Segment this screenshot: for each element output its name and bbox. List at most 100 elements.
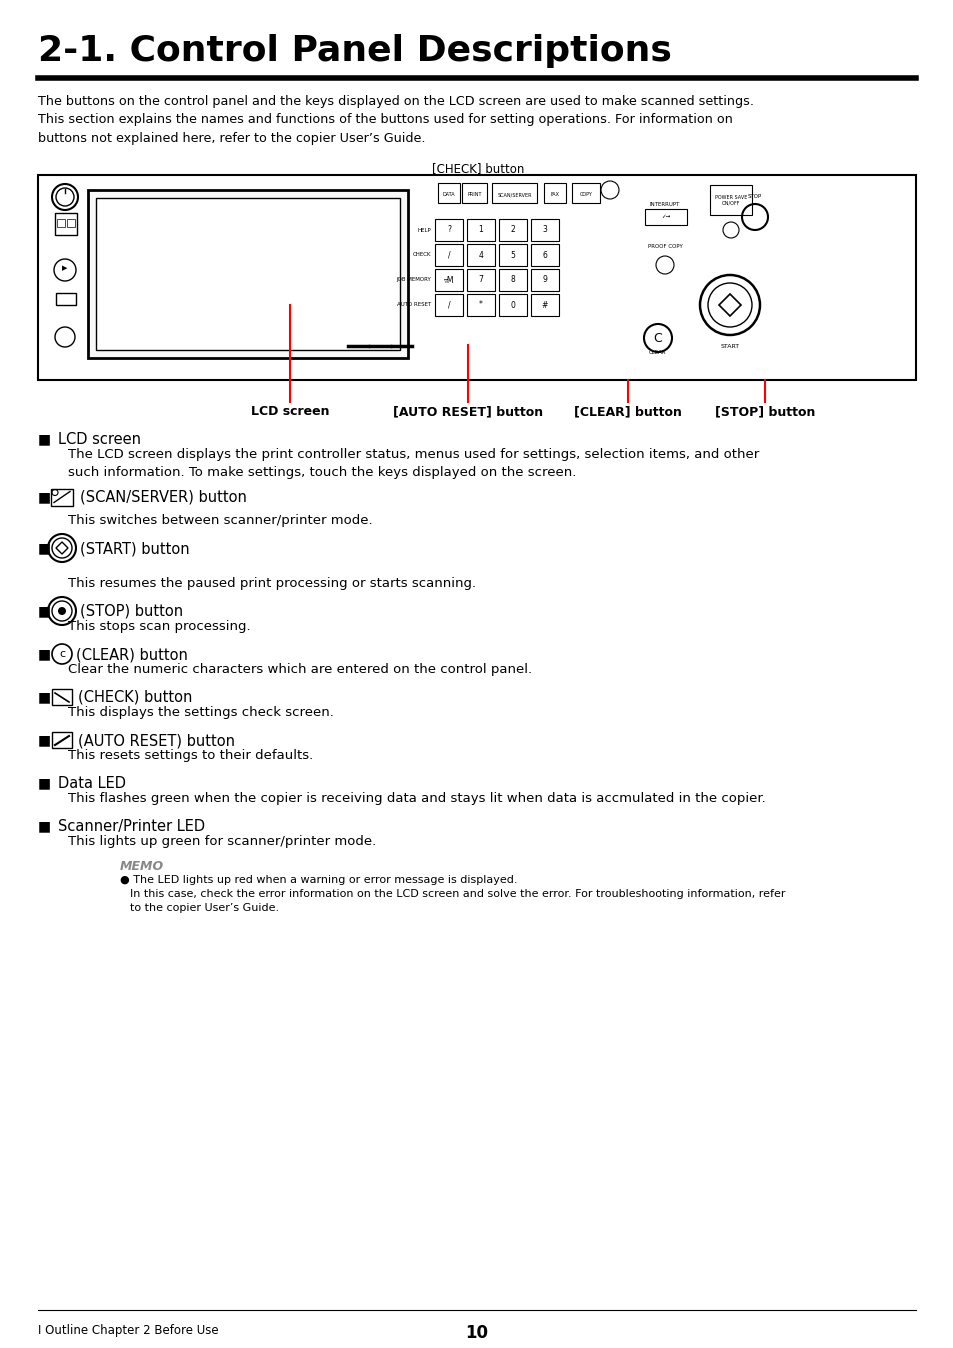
Text: This flashes green when the copier is receiving data and stays lit when data is : This flashes green when the copier is re… <box>68 793 765 805</box>
Text: 2: 2 <box>510 225 515 235</box>
Bar <box>55 213 77 235</box>
Text: ■: ■ <box>38 604 51 617</box>
Text: Data LED: Data LED <box>58 776 126 791</box>
Text: ■: ■ <box>38 690 51 704</box>
Bar <box>67 218 75 226</box>
Bar <box>531 244 558 266</box>
Text: COPY: COPY <box>579 193 592 198</box>
Text: ■: ■ <box>38 431 51 446</box>
Text: STOP: STOP <box>747 194 761 200</box>
Text: ■: ■ <box>38 541 51 555</box>
Text: (STOP) button: (STOP) button <box>80 604 183 619</box>
Text: This resumes the paused print processing or starts scanning.: This resumes the paused print processing… <box>68 577 476 590</box>
Bar <box>57 218 65 226</box>
Text: *: * <box>478 301 482 310</box>
Text: This resets settings to their defaults.: This resets settings to their defaults. <box>68 749 313 762</box>
Text: /: / <box>447 301 450 310</box>
Bar <box>498 270 526 291</box>
Circle shape <box>58 607 66 615</box>
Bar <box>498 218 526 241</box>
Text: SCAN/SERVER: SCAN/SERVER <box>497 193 531 198</box>
Bar <box>435 270 462 291</box>
Text: 7: 7 <box>478 275 483 284</box>
Text: (SCAN/SERVER) button: (SCAN/SERVER) button <box>80 491 247 506</box>
Text: This lights up green for scanner/printer mode.: This lights up green for scanner/printer… <box>68 834 375 848</box>
Text: 10: 10 <box>465 1324 488 1343</box>
Bar <box>498 244 526 266</box>
Text: 5: 5 <box>510 251 515 260</box>
Text: (AUTO RESET) button: (AUTO RESET) button <box>78 733 234 748</box>
Text: [CLEAR] button: [CLEAR] button <box>574 404 681 418</box>
Text: 4: 4 <box>478 251 483 260</box>
Bar <box>467 294 495 315</box>
Text: 8: 8 <box>510 275 515 284</box>
Text: HELP: HELP <box>416 228 431 232</box>
Text: CHECK: CHECK <box>412 252 431 257</box>
Text: ■: ■ <box>38 491 51 504</box>
Text: [CHECK] button: [CHECK] button <box>432 162 523 175</box>
Text: ✓→: ✓→ <box>660 214 670 220</box>
Text: This stops scan processing.: This stops scan processing. <box>68 620 251 634</box>
Text: ■: ■ <box>38 776 51 790</box>
Bar <box>531 270 558 291</box>
Text: ■: ■ <box>38 733 51 747</box>
Bar <box>492 183 537 204</box>
Text: [STOP] button: [STOP] button <box>714 404 814 418</box>
Bar <box>437 183 459 204</box>
Text: 6: 6 <box>542 251 547 260</box>
Text: In this case, check the error information on the LCD screen and solve the error.: In this case, check the error informatio… <box>130 888 784 913</box>
Bar <box>88 190 408 359</box>
Text: MEMO: MEMO <box>120 860 164 874</box>
Text: PRINT: PRINT <box>467 193 481 198</box>
Text: ● The LED lights up red when a warning or error message is displayed.: ● The LED lights up red when a warning o… <box>120 875 517 886</box>
Text: DATA: DATA <box>442 193 455 198</box>
Text: 9: 9 <box>542 275 547 284</box>
Bar <box>531 218 558 241</box>
Bar <box>644 209 686 225</box>
Bar <box>461 183 486 204</box>
Text: INTERRUPT: INTERRUPT <box>649 202 679 208</box>
Text: ■: ■ <box>38 820 51 833</box>
Bar <box>467 270 495 291</box>
Text: [AUTO RESET] button: [AUTO RESET] button <box>393 404 542 418</box>
Text: LCD screen: LCD screen <box>251 404 329 418</box>
Bar <box>52 732 71 748</box>
Bar <box>709 185 751 214</box>
Text: ■: ■ <box>38 647 51 661</box>
Text: 0: 0 <box>510 301 515 310</box>
Text: This switches between scanner/printer mode.: This switches between scanner/printer mo… <box>68 514 373 527</box>
Bar <box>52 689 71 705</box>
Bar <box>435 294 462 315</box>
Text: ▶: ▶ <box>62 266 68 271</box>
Text: 1: 1 <box>478 225 483 235</box>
Text: The buttons on the control panel and the keys displayed on the LCD screen are us: The buttons on the control panel and the… <box>38 94 753 146</box>
Bar <box>543 183 565 204</box>
Text: ?: ? <box>447 225 451 235</box>
Bar <box>498 294 526 315</box>
Text: START: START <box>720 345 739 349</box>
Text: I Outline Chapter 2 Before Use: I Outline Chapter 2 Before Use <box>38 1324 218 1337</box>
Text: #: # <box>541 301 548 310</box>
Text: POWER SAVE
ON/OFF: POWER SAVE ON/OFF <box>714 194 746 205</box>
Text: c: c <box>59 648 65 659</box>
Text: JOB MEMORY: JOB MEMORY <box>395 278 431 283</box>
Text: The LCD screen displays the print controller status, menus used for settings, se: The LCD screen displays the print contro… <box>68 448 759 479</box>
Bar <box>572 183 599 204</box>
Text: 2-1. Control Panel Descriptions: 2-1. Control Panel Descriptions <box>38 34 671 67</box>
Bar <box>531 294 558 315</box>
Bar <box>435 218 462 241</box>
FancyBboxPatch shape <box>38 175 915 380</box>
Bar <box>56 293 76 305</box>
Text: Scanner/Printer LED: Scanner/Printer LED <box>58 820 205 834</box>
Text: 3: 3 <box>542 225 547 235</box>
Text: (CLEAR) button: (CLEAR) button <box>76 647 188 662</box>
Text: ▿M: ▿M <box>443 275 454 284</box>
Bar <box>51 488 73 506</box>
Text: Clear the numeric characters which are entered on the control panel.: Clear the numeric characters which are e… <box>68 663 532 675</box>
Text: /: / <box>447 251 450 260</box>
Bar <box>96 198 399 350</box>
Text: FAX: FAX <box>550 193 558 198</box>
Text: CLEAR: CLEAR <box>648 350 666 356</box>
Bar <box>467 218 495 241</box>
Text: (START) button: (START) button <box>80 541 190 555</box>
